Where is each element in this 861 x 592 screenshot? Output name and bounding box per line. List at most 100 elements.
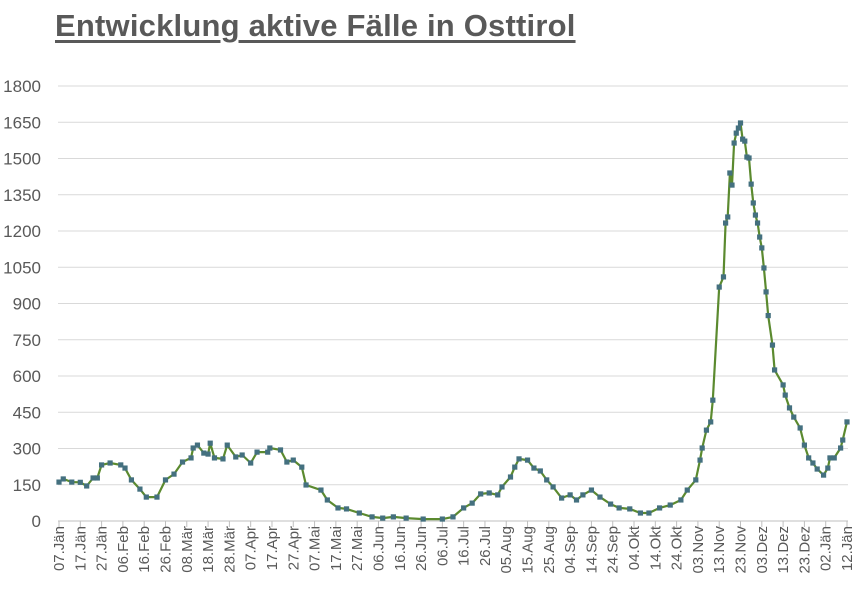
data-point [94,475,100,481]
chart-title: Entwicklung aktive Fälle in Osttirol [55,8,576,43]
data-point [559,495,565,501]
x-tick-label: 18.Mär [200,526,217,573]
y-tick-label: 1050 [3,258,41,277]
x-tick-label: 24.Okt [669,525,686,570]
gridlines [58,85,848,522]
data-point [98,462,105,468]
data-point [761,265,767,271]
data-point [69,479,75,485]
data-point [769,342,776,348]
data-point [205,451,211,457]
data-point [60,476,66,482]
data-point [786,405,793,411]
x-tick-label: 24.Sep [605,526,622,574]
data-point [369,514,375,520]
x-axis: 07.Jän 17.Jän 27.Jän 06.Feb 16.Feb 26.Feb 08.M… [51,521,856,574]
data-point [840,437,846,443]
x-tick-label: 17.Mai [328,526,345,571]
data-point [190,445,196,451]
data-point [820,472,827,478]
data-point [267,445,273,451]
data-point [754,220,761,226]
data-point [207,440,213,446]
data-point [697,457,703,463]
data-point [838,445,844,451]
x-tick-label: 16.Jul [456,526,473,566]
x-tick-label: 08.Mär [179,526,196,573]
y-tick-label: 750 [13,331,41,350]
data-point [499,484,505,490]
data-point [171,471,177,477]
data-point [727,170,733,176]
data-point [486,490,492,496]
data-point [780,382,786,388]
data-point [814,466,820,472]
y-tick-label: 900 [13,295,41,314]
data-point [537,468,543,474]
data-point [637,510,644,516]
y-tick-label: 450 [13,403,41,422]
x-tick-label: 27.Jän [94,526,111,571]
data-point [806,455,812,461]
x-tick-label: 02.Jän [818,526,835,571]
x-tick-label: 14.Okt [647,525,664,570]
x-tick-label: 13.Dez [775,526,792,574]
data-point [194,442,201,448]
data-point [277,447,284,453]
data-point [710,397,716,403]
data-point [693,477,699,483]
data-point [678,497,684,503]
data-point [461,505,467,511]
x-tick-label: 16.Feb [136,526,153,573]
x-tick-label: 07.Jän [51,526,68,571]
data-point [224,442,230,448]
data-point [356,510,362,516]
x-tick-label: 23.Dez [796,526,813,574]
data-point [810,460,816,466]
data-point [516,456,522,462]
data-point [495,492,501,498]
data-point [162,477,169,483]
x-tick-label: 27.Mai [349,526,366,571]
data-point [703,427,710,433]
data-point [507,474,514,480]
data-point [77,479,83,485]
data-point [478,491,484,497]
x-tick-label: 06.Feb [115,526,132,573]
data-point [737,120,744,126]
x-tick-label: 03.Nov [690,526,707,574]
data-point [608,501,614,507]
x-tick-label: 15.Aug [520,526,537,574]
y-tick-label: 600 [13,367,41,386]
data-point [731,140,737,146]
data-point [239,452,245,458]
x-tick-label: 14.Sep [583,526,600,574]
data-point [220,456,226,462]
x-tick-label: 06.Jul [434,526,451,566]
data-point [154,494,160,500]
x-tick-label: 28.Mär [221,526,238,573]
data-point [646,510,652,516]
data-point [720,274,727,280]
data-point [748,181,754,187]
data-point [122,465,128,471]
data-point [544,477,550,483]
data-point [531,465,537,471]
x-tick-label: 07.Mai [307,526,324,571]
data-point [729,182,735,188]
data-point [742,138,748,144]
y-tick-label: 1500 [3,150,41,169]
x-tick-label: 27.Apr [285,526,302,570]
x-tick-label: 06.Jun [370,526,387,571]
data-point [763,289,769,295]
data-point [616,505,622,511]
y-axis-ticks: 0 150 300 450 600 750 900 1050 1200 1350 1500 1650 1… [3,77,41,531]
data-point [765,312,771,319]
x-tick-label: 26.Jun [413,526,430,571]
data-point [550,484,556,490]
x-tick-label: 07.Apr [243,526,260,570]
data-point [420,516,426,522]
y-tick-label: 1200 [3,222,41,241]
data-point [380,515,386,521]
